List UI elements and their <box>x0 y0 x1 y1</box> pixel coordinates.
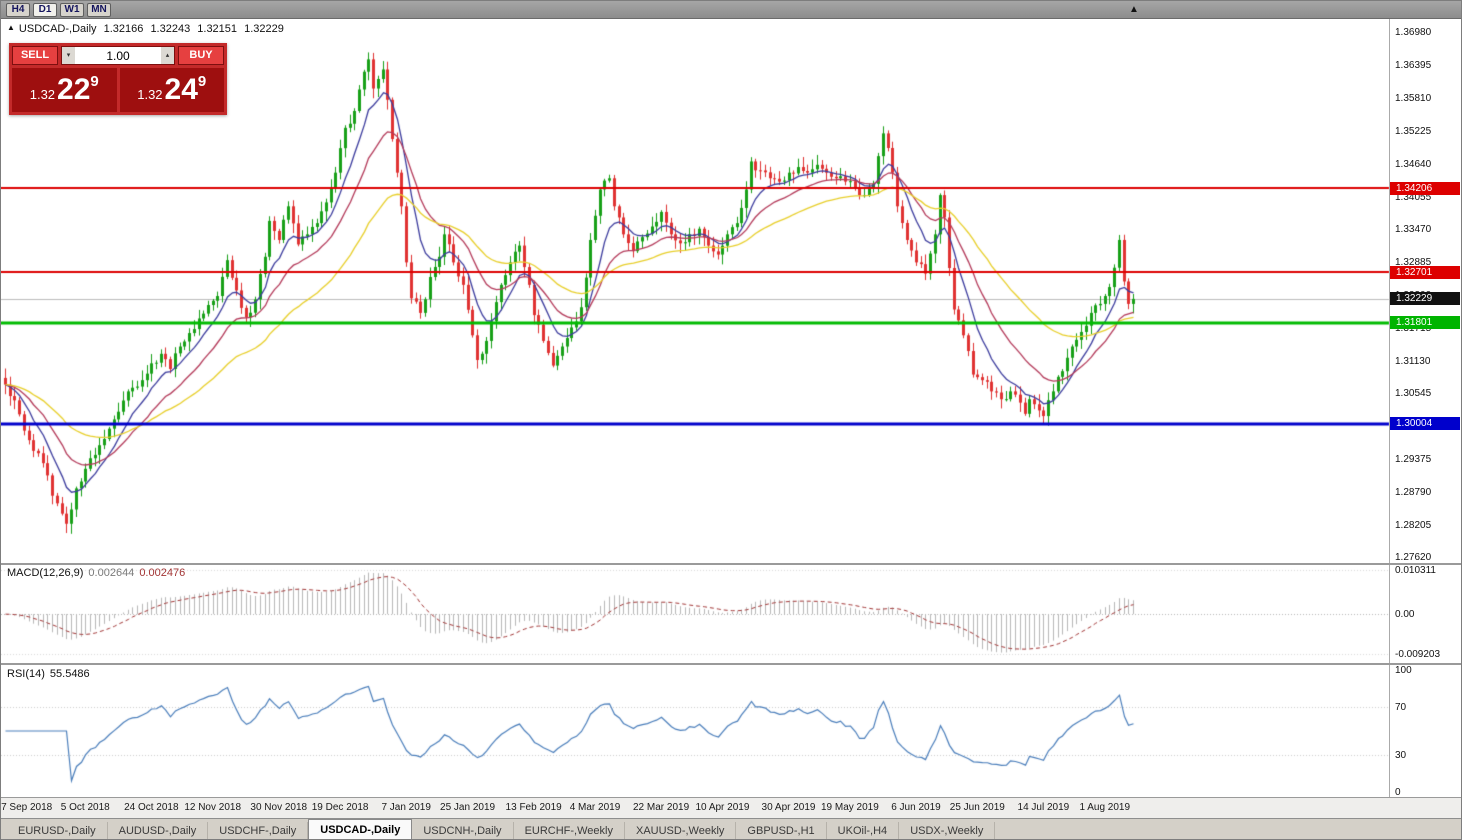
macd-indicator-label: MACD(12,26,9) 0.002644 0.002476 <box>7 567 185 579</box>
timeframe-button-d1[interactable]: D1 <box>33 2 57 17</box>
date-axis-label: 6 Jun 2019 <box>891 802 941 813</box>
chart-tab[interactable]: USDCNH-,Daily <box>412 822 514 839</box>
buy-price-big: 24 <box>164 73 198 106</box>
price-axis-label: 1.34640 <box>1395 158 1432 170</box>
ohlc-close: 1.32229 <box>244 23 284 35</box>
price-axis-label: 1.27620 <box>1395 552 1432 564</box>
chart-tab[interactable]: GBPUSD-,H1 <box>736 822 827 839</box>
price-axis-label: 1.28790 <box>1395 486 1432 498</box>
pane-divider-rsi[interactable] <box>1 663 1461 665</box>
volume-box: ▾ ▴ <box>61 46 175 65</box>
volume-decrease-button[interactable]: ▾ <box>62 47 75 64</box>
price-level-tag: 1.30004 <box>1390 417 1460 431</box>
date-axis-label: 7 Jan 2019 <box>381 802 431 813</box>
price-chart-canvas[interactable] <box>1 1 1461 797</box>
chart-tab[interactable]: EURCHF-,Weekly <box>514 822 625 839</box>
buy-price-prefix: 1.32 <box>137 86 163 102</box>
chart-tab[interactable]: USDX-,Weekly <box>899 822 996 839</box>
pane-divider-macd[interactable] <box>1 563 1461 565</box>
date-axis-label: 22 Mar 2019 <box>633 802 690 813</box>
chart-tab-bar: EURUSD-,Daily AUDUSD-,Daily USDCHF-,Daily U… <box>1 818 1461 839</box>
date-axis-label: 30 Apr 2019 <box>761 802 816 813</box>
price-level-tag: 1.32701 <box>1390 265 1460 279</box>
price-axis-label: 1.36980 <box>1395 27 1432 39</box>
price-axis-label: 1.35225 <box>1395 125 1432 137</box>
date-axis-label: 30 Nov 2018 <box>250 802 308 813</box>
macd-main-value: 0.002644 <box>88 567 135 579</box>
rsi-axis-label: 100 <box>1395 664 1412 676</box>
one-click-trading-panel: SELL ▾ ▴ BUY 1.32 22 9 1.32 24 9 <box>9 43 227 115</box>
price-axis-label: 1.35810 <box>1395 93 1432 105</box>
date-axis-label: 25 Jun 2019 <box>949 802 1005 813</box>
price-axis-label: 1.34055 <box>1395 191 1432 203</box>
chart-tab[interactable]: USDCHF-,Daily <box>208 822 309 839</box>
date-axis-label: 4 Mar 2019 <box>569 802 621 813</box>
collapse-arrow-icon[interactable]: ▲ <box>1129 4 1139 15</box>
macd-name: MACD(12,26,9) <box>7 567 84 579</box>
price-axis-divider <box>1389 19 1390 797</box>
ohlc-open: 1.32166 <box>103 23 144 35</box>
timeframe-button-h4[interactable]: H4 <box>6 2 30 17</box>
date-axis-label: 14 Jul 2019 <box>1017 802 1070 813</box>
price-axis-label: 1.33470 <box>1395 224 1432 236</box>
buy-price-display[interactable]: 1.32 24 9 <box>119 68 224 112</box>
chart-tab[interactable]: XAUUSD-,Weekly <box>625 822 737 839</box>
date-axis-label: 10 Apr 2019 <box>695 802 750 813</box>
ohlc-high: 1.32243 <box>150 23 191 35</box>
timeframe-button-w1[interactable]: W1 <box>60 2 84 17</box>
price-axis-label: 1.30545 <box>1395 388 1432 400</box>
macd-signal-value: 0.002476 <box>139 567 186 579</box>
ohlc-low: 1.32151 <box>197 23 238 35</box>
chart-tab[interactable]: UKOil-,H4 <box>827 822 900 839</box>
date-axis-label: 13 Feb 2019 <box>505 802 562 813</box>
price-axis-label: 1.28205 <box>1395 519 1432 531</box>
timeframe-toolbar: H4 D1 W1 MN ▲ <box>1 1 1461 19</box>
price-axis-label: 1.31130 <box>1395 355 1431 367</box>
price-level-tag: 1.31801 <box>1390 316 1460 330</box>
price-level-tag: 1.32229 <box>1390 292 1460 306</box>
date-axis-label: 12 Nov 2018 <box>184 802 242 813</box>
rsi-name: RSI(14) <box>7 668 45 680</box>
buy-button[interactable]: BUY <box>178 46 224 65</box>
price-axis-label: 1.36395 <box>1395 60 1432 72</box>
rsi-axis-label: 70 <box>1395 701 1407 713</box>
date-axis-label: 24 Oct 2018 <box>124 802 179 813</box>
sell-price-big: 22 <box>57 73 91 106</box>
chart-tab[interactable]: EURUSD-,Daily <box>7 822 108 839</box>
timeframe-button-mn[interactable]: MN <box>87 2 111 17</box>
macd-axis-label: 0.010311 <box>1395 564 1436 576</box>
rsi-axis-label: 0 <box>1395 787 1401 799</box>
date-axis[interactable]: 17 Sep 2018 5 Oct 2018 24 Oct 2018 12 Nov 2… <box>1 797 1461 818</box>
date-axis-label: 1 Aug 2019 <box>1079 802 1131 813</box>
rsi-axis-label: 30 <box>1395 750 1407 762</box>
price-axis-label: 1.29375 <box>1395 453 1432 465</box>
symbol-arrow-icon: ▲ <box>7 23 15 32</box>
date-axis-label: 19 Dec 2018 <box>311 802 369 813</box>
chart-tab[interactable]: AUDUSD-,Daily <box>108 822 209 839</box>
chart-symbol-label: USDCAD-,Daily <box>18 23 97 35</box>
rsi-value: 55.5486 <box>49 668 90 680</box>
price-level-tag: 1.34206 <box>1390 181 1460 195</box>
sell-price-pip: 9 <box>90 72 99 90</box>
volume-increase-button[interactable]: ▴ <box>161 47 174 64</box>
chart-tab[interactable]: USDCAD-,Daily <box>308 819 413 839</box>
date-axis-label: 17 Sep 2018 <box>0 802 53 813</box>
sell-price-display[interactable]: 1.32 22 9 <box>12 68 117 112</box>
sell-button[interactable]: SELL <box>12 46 58 65</box>
chart-ohlc-title: ▲ USDCAD-,Daily 1.32166 1.32243 1.32151 1… <box>7 23 288 35</box>
rsi-indicator-label: RSI(14) 55.5486 <box>7 668 90 680</box>
price-axis-label: 1.32885 <box>1395 257 1432 269</box>
date-axis-label: 19 May 2019 <box>820 802 879 813</box>
sell-price-prefix: 1.32 <box>29 86 56 102</box>
macd-axis-label: -0.009203 <box>1395 648 1441 660</box>
macd-axis-label: 0.00 <box>1395 609 1415 621</box>
date-axis-label: 25 Jan 2019 <box>440 802 496 813</box>
buy-price-pip: 9 <box>197 72 207 90</box>
volume-input[interactable] <box>75 47 161 64</box>
date-axis-label: 5 Oct 2018 <box>60 802 110 813</box>
